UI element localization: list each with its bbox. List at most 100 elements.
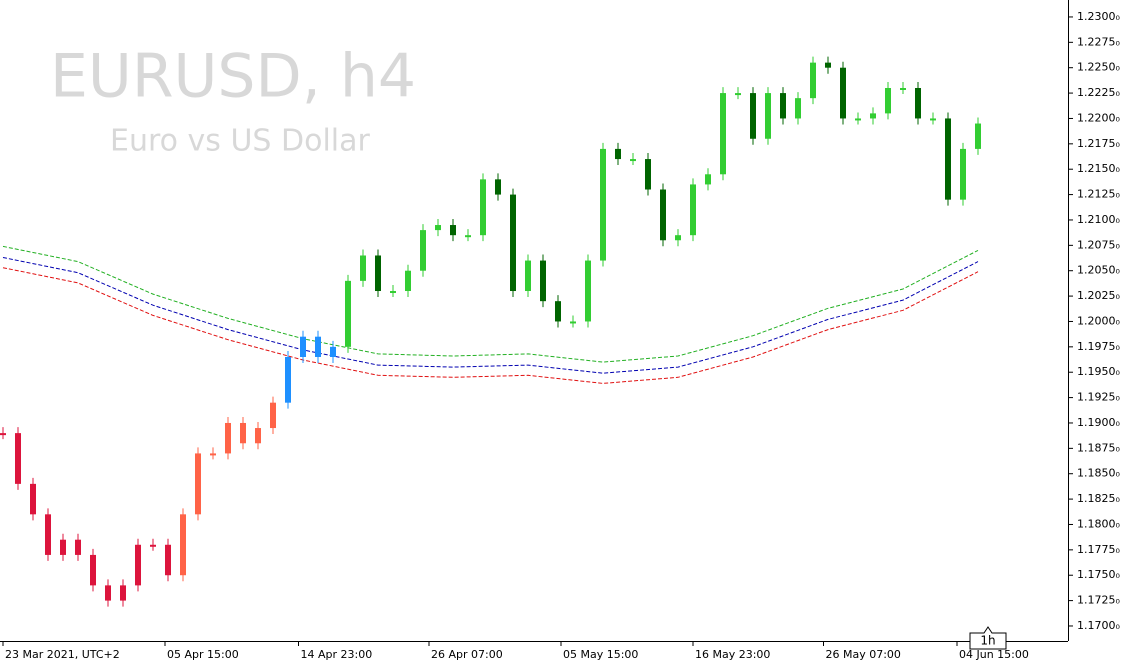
y-tick-label: 1.1900₀: [1077, 416, 1120, 429]
candle-body: [120, 585, 126, 601]
y-tick-label: 1.2225₀: [1077, 86, 1120, 99]
candle-body: [90, 554, 96, 586]
candle-body: [165, 544, 171, 576]
candle-body: [795, 98, 801, 119]
x-tick-label: 16 May 23:00: [695, 648, 770, 661]
candle-body: [825, 62, 831, 68]
candle-body: [330, 346, 336, 357]
x-tick-label: 14 Apr 23:00: [301, 648, 373, 661]
y-tick-label: 1.1875₀: [1077, 441, 1120, 454]
candle-body: [60, 539, 66, 555]
candle-body: [420, 230, 426, 271]
candle-body: [960, 148, 966, 200]
candle-body: [285, 356, 291, 403]
candle-body: [15, 433, 21, 484]
y-tick-label: 1.1950₀: [1077, 365, 1120, 378]
candle-body: [975, 123, 981, 149]
y-tick-label: 1.1750₀: [1077, 568, 1120, 581]
candle-body: [390, 291, 396, 294]
timeframe-button[interactable]: [969, 626, 1007, 650]
candle-body: [600, 148, 606, 261]
candle-body: [360, 255, 366, 281]
candle-body: [645, 159, 651, 190]
candle-body: [660, 189, 666, 241]
candle-body: [930, 118, 936, 121]
candle-body: [180, 514, 186, 576]
y-tick-label: 1.1850₀: [1077, 467, 1120, 480]
y-tick-label: 1.1800₀: [1077, 517, 1120, 530]
x-tick-label: 05 Apr 15:00: [167, 648, 239, 661]
y-tick-label: 1.1700₀: [1077, 619, 1120, 632]
candle-body: [555, 301, 561, 322]
x-tick-label: 26 Apr 07:00: [431, 648, 503, 661]
candle-body: [870, 113, 876, 119]
candle-body: [885, 88, 891, 114]
candle-body: [450, 225, 456, 236]
candle-body: [405, 270, 411, 292]
x-tick-label: 04 Jun 15:00: [959, 648, 1029, 661]
y-tick-label: 1.1925₀: [1077, 391, 1120, 404]
y-tick-label: 1.2200₀: [1077, 111, 1120, 124]
candle-body: [540, 260, 546, 302]
y-tick-label: 1.2100₀: [1077, 213, 1120, 226]
candle-body: [720, 93, 726, 175]
candle-body: [735, 93, 741, 96]
candle-body: [705, 174, 711, 185]
candle-body: [435, 225, 441, 231]
candle-body: [465, 235, 471, 238]
candle-body: [240, 422, 246, 444]
plot-area: [0, 56, 981, 607]
candle-body: [480, 179, 486, 236]
candle-body: [780, 93, 786, 119]
y-tick-label: 1.2125₀: [1077, 188, 1120, 201]
candle-body: [0, 433, 6, 436]
y-tick-label: 1.2075₀: [1077, 238, 1120, 251]
candle-body: [585, 260, 591, 322]
x-tick-label: 05 May 15:00: [563, 648, 638, 661]
y-tick-label: 1.1725₀: [1077, 594, 1120, 607]
candle-body: [105, 585, 111, 601]
envelope-line: [2, 267, 979, 384]
y-tick-label: 1.2000₀: [1077, 314, 1120, 327]
candle-body: [675, 235, 681, 241]
candle-body: [840, 67, 846, 119]
envelope-line: [2, 245, 979, 363]
candle-body: [495, 179, 501, 195]
candle-body: [915, 88, 921, 119]
candle-body: [345, 280, 351, 347]
candle-body: [630, 159, 636, 162]
candle-body: [195, 453, 201, 515]
candle-body: [945, 118, 951, 200]
y-tick-label: 1.2250₀: [1077, 61, 1120, 74]
y-tick-label: 1.1775₀: [1077, 543, 1120, 556]
candle-body: [45, 514, 51, 555]
candle-body: [690, 184, 696, 236]
candle-body: [210, 453, 216, 456]
candle-body: [750, 93, 756, 139]
y-tick-label: 1.2150₀: [1077, 162, 1120, 175]
candle-body: [900, 88, 906, 91]
candle-body: [855, 118, 861, 121]
y-tick-label: 1.2275₀: [1077, 35, 1120, 48]
candle-body: [375, 255, 381, 292]
timeframe-label[interactable]: 1h: [980, 634, 995, 648]
candle-body: [570, 321, 576, 324]
candle-body: [525, 260, 531, 292]
envelope-line: [2, 257, 979, 374]
candle-body: [150, 544, 156, 547]
x-tick-label: 26 May 07:00: [826, 648, 901, 661]
y-tick-label: 1.2025₀: [1077, 289, 1120, 302]
candle-body: [255, 428, 261, 444]
y-tick-label: 1.1975₀: [1077, 340, 1120, 353]
candle-body: [135, 544, 141, 586]
candle-body: [225, 422, 231, 454]
candle-body: [75, 539, 81, 555]
candle-body: [300, 336, 306, 357]
candle-body: [810, 62, 816, 99]
candle-body: [615, 148, 621, 160]
y-tick-label: 1.2300₀: [1077, 10, 1120, 23]
candle-body: [315, 336, 321, 357]
chart-title: EURUSD, h4: [50, 42, 416, 112]
